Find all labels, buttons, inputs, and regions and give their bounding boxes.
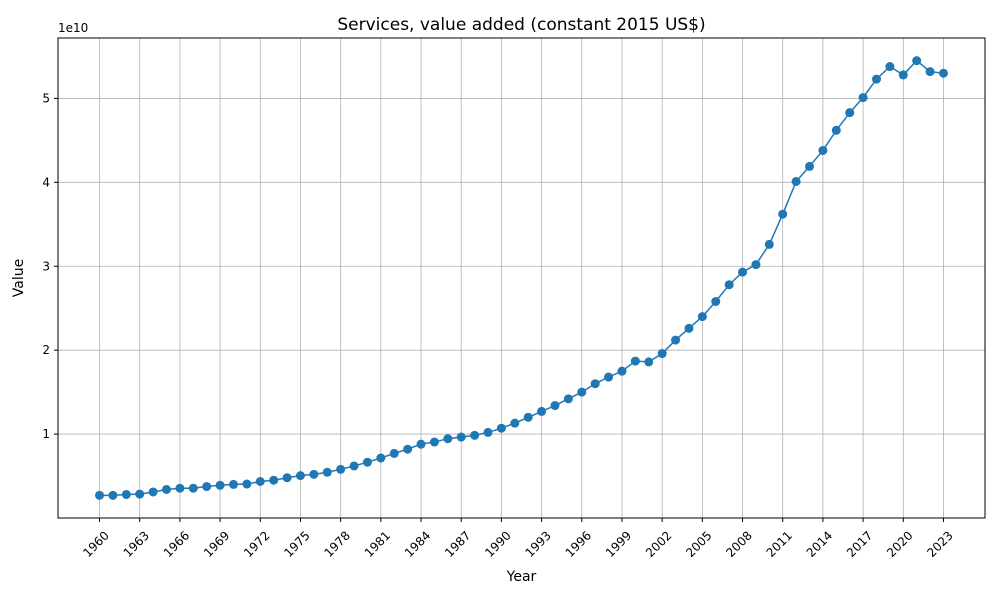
data-point <box>577 387 587 397</box>
data-point <box>322 467 332 477</box>
data-point <box>563 394 573 404</box>
data-point <box>885 62 895 72</box>
data-point <box>778 209 788 219</box>
data-point <box>295 471 305 481</box>
data-point <box>738 267 748 277</box>
x-axis-title: Year <box>506 569 537 585</box>
data-point <box>443 434 453 444</box>
data-point <box>188 483 198 493</box>
data-point <box>858 93 868 103</box>
data-point <box>135 489 145 499</box>
data-point <box>282 473 292 483</box>
y-axis-title: Value <box>11 259 27 297</box>
data-point <box>496 423 506 433</box>
data-point <box>148 487 158 497</box>
data-point <box>215 480 225 490</box>
data-point <box>818 145 828 155</box>
data-point <box>429 437 439 447</box>
series-line <box>99 59 944 497</box>
data-point <box>537 406 547 416</box>
data-point <box>362 457 372 467</box>
data-point <box>108 490 118 500</box>
y-axis-ticks: 1 2 3 4 5 <box>42 91 58 441</box>
data-point <box>228 479 238 489</box>
data-point <box>403 444 413 454</box>
data-point <box>269 475 279 485</box>
data-point <box>898 70 908 80</box>
data-point <box>510 418 520 428</box>
data-point <box>255 476 265 486</box>
data-point <box>644 357 654 367</box>
data-point <box>175 483 185 493</box>
data-point <box>121 490 131 500</box>
y-tick-label: 1 <box>42 427 50 441</box>
data-point <box>416 439 426 449</box>
data-point <box>389 448 399 458</box>
data-point <box>376 453 386 463</box>
y-axis-offset-label: 1e10 <box>58 21 88 35</box>
y-tick-label: 4 <box>42 175 50 189</box>
data-point <box>349 461 359 471</box>
y-tick-label: 3 <box>42 259 50 273</box>
data-point <box>871 74 881 84</box>
data-point <box>805 161 815 171</box>
data-point <box>523 412 533 422</box>
data-point <box>751 260 761 270</box>
data-point <box>925 67 935 77</box>
chart-title: Services, value added (constant 2015 US$… <box>337 15 705 35</box>
data-point <box>845 108 855 118</box>
data-point <box>724 280 734 290</box>
series-layer <box>95 56 948 500</box>
data-point <box>162 484 172 494</box>
data-point <box>483 427 493 437</box>
data-point <box>764 239 774 249</box>
data-point <box>242 479 252 489</box>
data-point <box>202 482 212 492</box>
data-point <box>309 469 319 479</box>
data-point <box>938 68 948 78</box>
data-point <box>711 296 721 306</box>
data-point <box>550 401 560 411</box>
data-point <box>336 464 346 474</box>
data-point <box>657 349 667 359</box>
plot-area-frame <box>57 37 986 519</box>
data-point <box>95 490 105 500</box>
data-point <box>671 335 681 345</box>
data-point <box>912 56 922 66</box>
grid-lines <box>58 38 985 518</box>
data-point <box>617 366 627 376</box>
data-point <box>697 312 707 322</box>
y-tick-label: 5 <box>42 91 50 105</box>
data-point <box>604 372 614 382</box>
data-point <box>470 430 480 440</box>
data-point <box>630 356 640 366</box>
data-point <box>456 432 466 442</box>
data-point <box>590 379 600 389</box>
data-point <box>684 323 694 333</box>
y-tick-label: 2 <box>42 343 50 357</box>
data-point <box>831 125 841 135</box>
data-point <box>791 176 801 186</box>
